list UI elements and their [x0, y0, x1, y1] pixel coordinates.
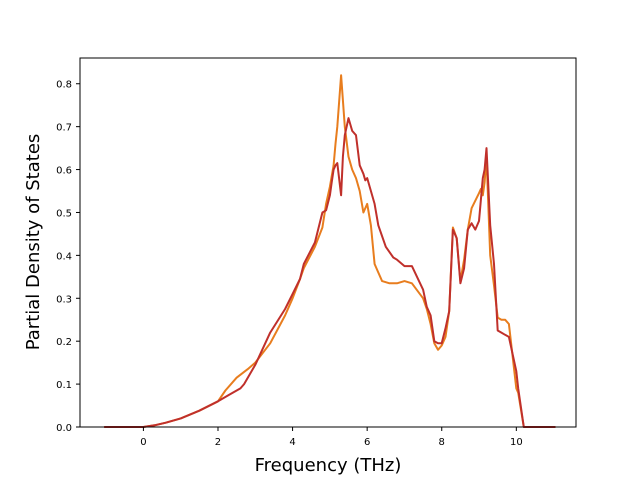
x-axis: 0 2 4 6 8 10	[140, 427, 523, 448]
y-tick-label: 0.0	[56, 423, 72, 434]
x-tick-label: 0	[140, 437, 146, 448]
y-axis-title: Partial Density of States	[23, 134, 44, 351]
y-tick-label: 0.2	[56, 337, 72, 348]
x-axis-title: Frequency (THz)	[255, 455, 402, 476]
series-line-2	[104, 117, 556, 428]
y-axis: 0.0 0.1 0.2 0.3 0.4 0.5 0.6 0.7 0.8	[56, 80, 80, 434]
x-tick-label: 10	[510, 437, 523, 448]
y-tick-label: 0.7	[56, 123, 72, 134]
y-tick-label: 0.6	[56, 166, 72, 177]
x-tick-label: 4	[289, 437, 295, 448]
series-line-1	[104, 74, 556, 428]
y-tick-label: 0.5	[56, 208, 72, 219]
y-tick-label: 0.1	[56, 380, 72, 391]
plot-frame	[79, 57, 577, 428]
y-tick-label: 0.4	[56, 251, 72, 262]
x-tick-label: 2	[215, 437, 221, 448]
series-layer	[104, 74, 556, 428]
x-tick-label: 8	[439, 437, 445, 448]
y-tick-label: 0.3	[56, 294, 72, 305]
y-tick-label: 0.8	[56, 80, 72, 91]
x-tick-label: 6	[364, 437, 370, 448]
